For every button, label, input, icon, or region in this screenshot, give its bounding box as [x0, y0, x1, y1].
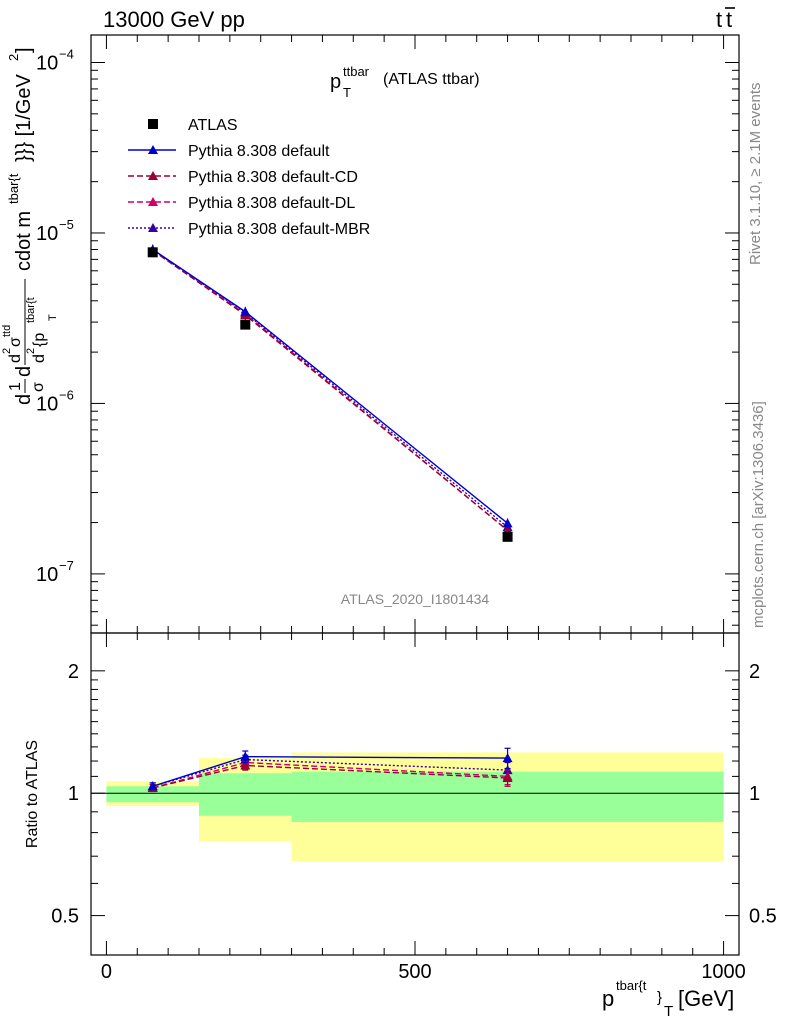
legend-marker	[148, 145, 158, 154]
svg-text:d: d	[31, 354, 48, 363]
svg-text:2: 2	[25, 348, 37, 354]
svg-text:}: }	[657, 989, 662, 1006]
y-tick-exponent: −6	[59, 387, 74, 402]
svg-text:1: 1	[7, 382, 24, 391]
x-tick-label: 500	[398, 961, 431, 983]
legend-label: Pythia 8.308 default-MBR	[188, 221, 370, 238]
svg-text:T: T	[47, 314, 59, 321]
atlas-data-point	[502, 531, 513, 542]
svg-text:ttbar: ttbar	[343, 64, 370, 79]
legend-marker	[148, 171, 158, 180]
svg-text:ttd: ttd	[1, 325, 13, 337]
y-tick-label: 10	[36, 393, 58, 415]
svg-text:tbar{t: tbar{t	[25, 297, 37, 323]
x-axis-label: p tbar{t } T [GeV]	[602, 978, 734, 1020]
legend-label: Pythia 8.308 default-CD	[188, 169, 358, 186]
svg-text:d: d	[13, 366, 35, 377]
ratio-y-tick-label: 2	[68, 661, 79, 683]
header-process: t t	[716, 7, 735, 32]
header-energy: 13000 GeV pp	[103, 7, 245, 32]
svg-text:d: d	[7, 354, 24, 363]
y-tick-exponent: −4	[59, 47, 74, 62]
series-line	[152, 249, 509, 531]
axis-ticks	[91, 35, 739, 956]
svg-text:σ: σ	[7, 337, 24, 347]
legend-label: ATLAS	[188, 117, 238, 134]
ratio-y-tick-label-right: 1	[749, 783, 760, 805]
x-tick-label: 0	[101, 961, 112, 983]
svg-text:2: 2	[1, 348, 13, 354]
ratio-data-point	[502, 753, 513, 763]
legend-marker	[148, 119, 158, 129]
y-tick-label: 10	[36, 53, 58, 75]
svg-text:tbar{t: tbar{t	[6, 173, 21, 204]
legend-label: Pythia 8.308 default-DL	[188, 195, 355, 212]
rivet-label: Rivet 3.1.10, ≥ 2.1M events	[747, 83, 764, 266]
ratio-y-axis-label: Ratio to ATLAS	[24, 740, 41, 848]
mcplots-label: mcplots.cern.ch [arXiv:1306.3436]	[750, 401, 767, 628]
svg-text:2: 2	[6, 54, 21, 61]
ratio-data-point	[502, 773, 513, 783]
band-green-1	[199, 773, 292, 816]
main-y-axis-label: d 1 σ d d 2 σ ttd d 2 {p tbar{t T cdot m…	[1, 47, 59, 405]
y-tick-label: 10	[36, 223, 58, 245]
svg-text:T: T	[343, 85, 351, 100]
series-line	[152, 248, 509, 524]
y-tick-label: 10	[36, 564, 58, 586]
svg-text:p: p	[330, 71, 341, 93]
svg-text:]: ]	[13, 47, 35, 53]
ratio-series-line	[152, 761, 508, 789]
atlas-data-point	[147, 247, 158, 258]
y-tick-exponent: −5	[59, 217, 74, 232]
x-tick-label: 1000	[701, 961, 746, 983]
analysis-watermark: ATLAS_2020_I1801434	[341, 591, 490, 607]
band-green-0	[106, 786, 199, 803]
svg-text:}}} [1/GeV: }}} [1/GeV	[13, 73, 35, 162]
data-point	[502, 518, 513, 528]
svg-text:σ: σ	[30, 382, 47, 392]
atlas-data-point	[240, 319, 251, 330]
svg-text:p: p	[602, 986, 614, 1011]
ratio-data-point	[240, 751, 251, 761]
y-tick-exponent: −7	[59, 558, 74, 573]
svg-text:{p: {p	[31, 333, 48, 347]
ratio-y-tick-label-right: 2	[749, 661, 760, 683]
ratio-data-point	[240, 760, 251, 770]
series-line	[152, 249, 509, 531]
legend-label: Pythia 8.308 default	[188, 143, 330, 160]
svg-text:t: t	[726, 7, 732, 32]
legend-marker	[148, 223, 158, 232]
svg-text:T: T	[664, 1003, 673, 1020]
svg-text:(ATLAS ttbar): (ATLAS ttbar)	[383, 71, 480, 88]
uncertainty-bands	[106, 752, 724, 862]
svg-text:cdot m: cdot m	[13, 211, 35, 271]
ratio-data-point	[147, 781, 158, 791]
plot-title: p ttbar T (ATLAS ttbar)	[330, 64, 480, 100]
legend-marker	[148, 197, 158, 206]
legend: ATLAS Pythia 8.308 default Pythia 8.308 de…	[128, 117, 370, 238]
ratio-y-tick-label-right: 0.5	[749, 906, 777, 928]
svg-text:[GeV]: [GeV]	[678, 986, 734, 1011]
main-data	[147, 244, 513, 542]
ratio-data	[147, 747, 513, 793]
svg-text:t: t	[716, 7, 722, 32]
ratio-y-tick-label: 1	[68, 783, 79, 805]
ratio-y-tick-label: 0.5	[51, 906, 79, 928]
data-point	[240, 306, 251, 316]
svg-text:d: d	[13, 394, 35, 405]
svg-text:tbar{t: tbar{t	[616, 978, 647, 993]
